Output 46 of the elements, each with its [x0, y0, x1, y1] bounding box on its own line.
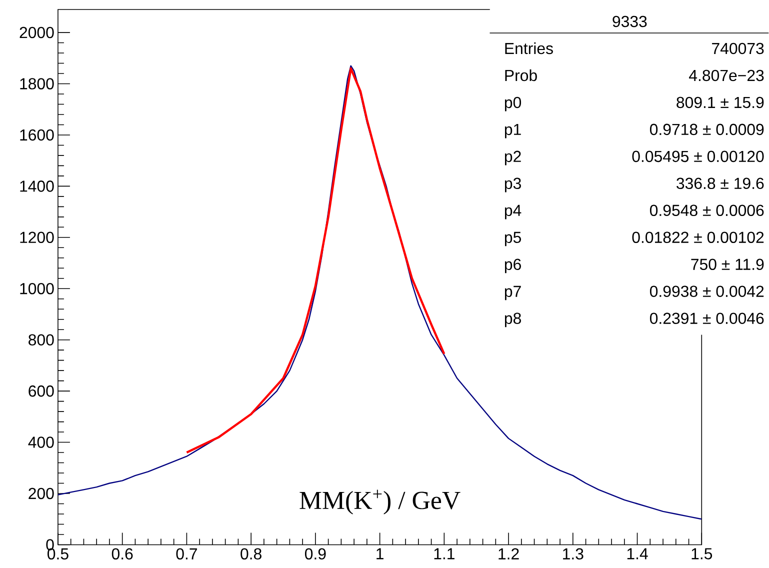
- y-tick-label: 400: [28, 436, 54, 448]
- annotation: p4: [504, 205, 522, 220]
- x-tick-label: 0.8: [240, 548, 262, 560]
- annotation: p1: [504, 124, 521, 138]
- annotation: p7: [504, 286, 521, 300]
- x-axis-title: MM(K$^{+}$) / GeV: [300, 490, 460, 515]
- x-tick-label: 0.5: [48, 548, 68, 560]
- annotation: p3: [504, 178, 521, 192]
- annotation: 0.05495 ± 0.00120: [632, 150, 764, 162]
- annotation: Entries: [505, 42, 553, 54]
- text: 740073: [712, 42, 764, 54]
- x-tick-label: 1.3: [563, 548, 584, 560]
- y-tick-label: 800: [28, 334, 54, 346]
- x-tick-label: 0.7: [176, 548, 197, 560]
- annotation: p2: [504, 150, 521, 166]
- x-tick-label: 1.2: [498, 548, 519, 560]
- line-series: [186, 67, 446, 454]
- annotation: Prob: [505, 70, 537, 82]
- x-tick-label: 1.1: [434, 548, 454, 560]
- annotation: p8: [504, 312, 521, 328]
- x-tick-label: 1.4: [627, 548, 648, 560]
- annotation: 0.9548 ± 0.0006: [650, 204, 764, 216]
- annotation: 0.01822 ± 0.00102: [632, 232, 764, 244]
- y-tick-label: 200: [28, 488, 54, 500]
- x-tick-label: 0.9: [304, 548, 326, 560]
- x-tick-label: 1.5: [692, 548, 712, 560]
- x-tick-label: 0.6: [112, 548, 133, 560]
- annotation: 750 ± 11.9: [691, 258, 764, 270]
- y-tick-label: 1200: [20, 232, 54, 244]
- annotation: p0: [504, 96, 522, 112]
- annotation: 4.807e−23: [689, 70, 764, 82]
- annotation: 336.8 ± 19.6: [676, 178, 764, 190]
- y-tick-label: 1800: [20, 78, 54, 90]
- annotation: p6: [504, 258, 521, 274]
- chart-title: 9333: [612, 16, 647, 28]
- x-tick-label: 1: [376, 548, 384, 560]
- annotation: 809.1 ± 15.9: [676, 96, 764, 108]
- annotation: 0.9938 ± 0.0042: [650, 286, 764, 298]
- y-tick-label: 2000: [20, 27, 54, 38]
- y-tick-label: 1000: [20, 283, 54, 294]
- annotation: 0.2391 ± 0.0046: [650, 312, 764, 324]
- annotation: 0.9718 ± 0.0009: [650, 124, 764, 136]
- y-tick-label: 600: [28, 386, 54, 397]
- y-tick-label: 1400: [20, 180, 54, 192]
- annotation: p5: [504, 232, 521, 246]
- y-tick-label: 1600: [20, 129, 54, 141]
